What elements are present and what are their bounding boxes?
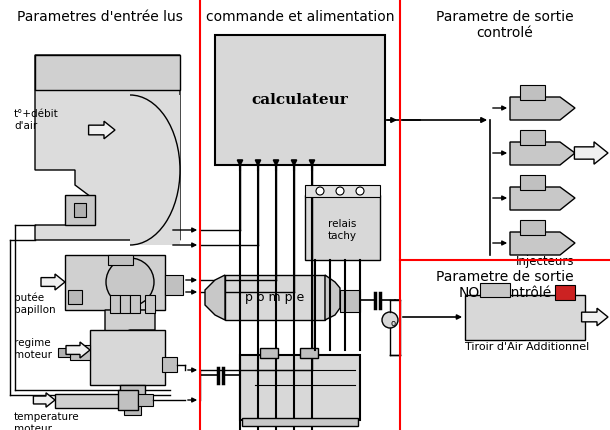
Text: calculateur: calculateur <box>251 93 348 107</box>
Bar <box>55 394 130 408</box>
Bar <box>300 348 318 358</box>
Text: Tiroir d'Air Additionnel: Tiroir d'Air Additionnel <box>465 342 589 352</box>
Polygon shape <box>70 345 90 360</box>
Text: t°+débit
d'air: t°+débit d'air <box>14 109 59 131</box>
Bar <box>242 418 358 426</box>
Bar <box>520 175 545 190</box>
Bar <box>165 275 183 295</box>
Bar <box>118 390 138 410</box>
Text: commande et alimentation: commande et alimentation <box>206 10 394 24</box>
Bar <box>305 195 380 260</box>
Polygon shape <box>34 393 55 407</box>
Bar <box>340 290 360 312</box>
Bar <box>520 85 545 100</box>
Circle shape <box>356 187 364 195</box>
Polygon shape <box>66 342 90 358</box>
Text: Parametre de sortie
controlé: Parametre de sortie controlé <box>436 10 574 40</box>
Circle shape <box>382 312 398 328</box>
Text: Injecteurs: Injecteurs <box>515 255 574 268</box>
Polygon shape <box>90 330 165 385</box>
Polygon shape <box>130 95 180 245</box>
Text: temperature
moteur: temperature moteur <box>14 412 80 430</box>
Circle shape <box>336 187 344 195</box>
Polygon shape <box>58 348 70 357</box>
Bar <box>74 203 86 217</box>
Polygon shape <box>510 97 575 120</box>
Bar <box>305 185 380 197</box>
Polygon shape <box>105 310 155 335</box>
Text: Parametre de sortie
NON-contrôlé: Parametre de sortie NON-contrôlé <box>436 270 574 300</box>
Bar <box>124 405 141 415</box>
Bar <box>65 255 165 310</box>
Bar <box>240 355 360 420</box>
Text: regime
moteur: regime moteur <box>14 338 52 359</box>
Bar <box>108 255 133 265</box>
Bar <box>138 394 153 406</box>
Circle shape <box>106 258 154 306</box>
Polygon shape <box>88 121 115 139</box>
Polygon shape <box>41 274 65 290</box>
Bar <box>120 385 145 405</box>
Bar <box>130 295 140 313</box>
Bar <box>110 295 120 313</box>
Bar <box>162 357 177 372</box>
Bar <box>520 220 545 235</box>
Text: butée
papillon: butée papillon <box>14 293 56 315</box>
Bar <box>145 295 155 313</box>
Bar <box>480 283 510 297</box>
Circle shape <box>316 187 324 195</box>
Bar <box>260 348 278 358</box>
Bar <box>225 275 325 320</box>
Polygon shape <box>510 232 575 255</box>
Text: Parametres d'entrée lus: Parametres d'entrée lus <box>17 10 183 24</box>
Text: relais
tachy: relais tachy <box>328 219 356 241</box>
Polygon shape <box>205 275 225 320</box>
Polygon shape <box>510 187 575 210</box>
Polygon shape <box>581 308 608 326</box>
Text: p o m p e: p o m p e <box>245 291 304 304</box>
Bar <box>120 295 130 313</box>
Bar <box>65 195 95 225</box>
Polygon shape <box>575 142 608 164</box>
Bar <box>555 285 575 300</box>
Text: o: o <box>390 319 395 328</box>
Polygon shape <box>35 55 180 240</box>
Bar <box>465 295 585 340</box>
Bar <box>520 130 545 145</box>
Bar <box>68 290 82 304</box>
Polygon shape <box>325 275 340 320</box>
Bar <box>215 35 385 165</box>
Bar <box>35 55 180 90</box>
Polygon shape <box>510 142 575 165</box>
